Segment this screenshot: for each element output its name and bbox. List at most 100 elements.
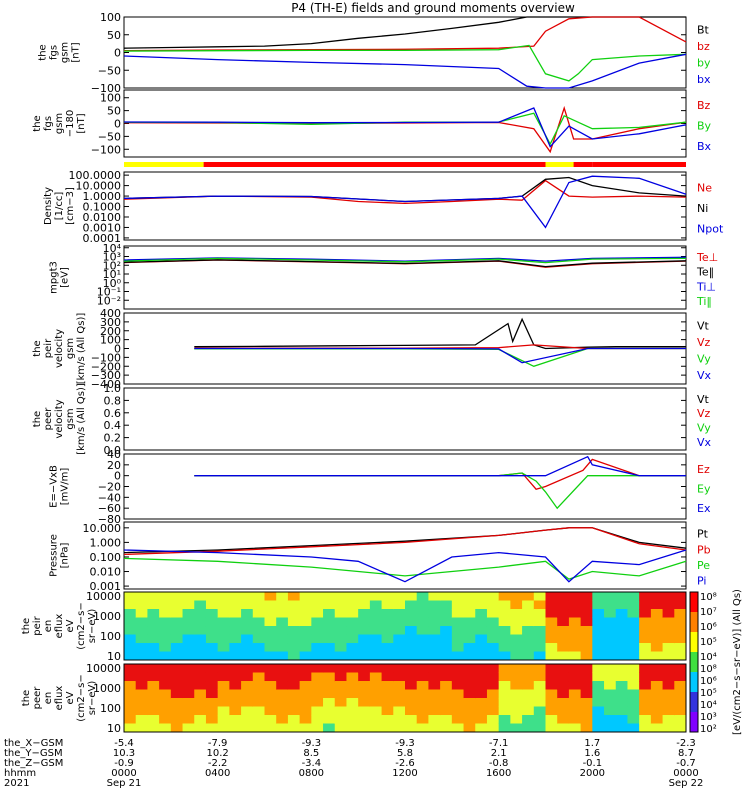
y-axis-label: [cm−3] — [65, 187, 76, 225]
spectrogram-cell — [522, 698, 535, 707]
spectrogram-cell — [486, 689, 500, 699]
spectrogram-cell — [311, 715, 324, 724]
spectrogram-cell — [615, 626, 628, 635]
y-tick-label: −100 — [91, 143, 121, 156]
spectrogram-cell — [592, 617, 605, 627]
spectrogram-cell — [568, 706, 582, 716]
spectrogram-cell — [182, 600, 195, 610]
spectrogram-cell — [229, 626, 242, 635]
spectrogram-cell — [650, 592, 664, 601]
axis-tick-value: 8.7 — [678, 748, 694, 759]
spectrogram-cell — [135, 609, 148, 618]
spectrogram-cell — [124, 715, 137, 724]
spectrogram-cell — [486, 600, 500, 610]
spectrogram-cell — [615, 698, 628, 707]
spectrogram-cell — [627, 626, 640, 635]
spectrogram-cell — [650, 698, 664, 707]
spectrogram-cell — [241, 634, 254, 644]
spectrogram-cell — [229, 698, 242, 707]
spectrogram-cell — [545, 609, 558, 618]
spectrogram-cell — [358, 600, 371, 610]
spectrogram-cell — [311, 681, 324, 690]
spectrogram-cell — [241, 706, 254, 716]
spectrogram-cell — [416, 600, 429, 610]
spectrogram-cell — [369, 672, 383, 682]
colorbar-tick-label: 10⁴ — [700, 700, 717, 711]
axis-row-label: the_Z−GSM — [4, 758, 63, 769]
spectrogram-cell — [674, 723, 687, 733]
spectrogram-cell — [522, 643, 535, 652]
axis-tick-value: -0.8 — [489, 758, 509, 769]
spectrogram-cell — [229, 715, 242, 724]
y-axis-label: eflux — [54, 614, 65, 639]
spectrogram-cell — [428, 600, 441, 610]
spectrogram-cell — [545, 698, 558, 707]
spectrogram-cell — [486, 698, 500, 707]
y-tick-label: 1000 — [93, 682, 121, 695]
legend-label: bx — [697, 73, 711, 86]
spectrogram-cell — [229, 723, 242, 733]
y-tick-label: 20 — [107, 459, 121, 472]
spectrogram-cell — [451, 672, 465, 682]
spectrogram-cell — [568, 672, 582, 682]
spectrogram-cell — [369, 689, 383, 699]
spectrogram-cell — [194, 617, 207, 627]
spectrogram-cell — [662, 626, 675, 635]
spectrogram-cell — [369, 651, 383, 661]
spectrogram-cell — [662, 609, 675, 618]
spectrogram-cell — [662, 723, 675, 733]
legend-label: Ez — [697, 463, 710, 476]
spectrogram-cell — [451, 681, 465, 690]
axis-tick-value: 2000 — [580, 768, 605, 779]
y-axis-label: en — [43, 620, 54, 633]
spectrogram-cell — [568, 643, 582, 652]
legend-label: Vy — [697, 422, 711, 435]
spectrogram-cell — [545, 706, 558, 716]
y-tick-label: 0.0100 — [83, 211, 122, 224]
spectrogram-cell — [557, 689, 570, 699]
spectrogram-cell — [393, 715, 406, 724]
spectrogram-cell — [241, 681, 254, 690]
spectrogram-cell — [405, 715, 418, 724]
spectrogram-cell — [287, 672, 301, 682]
spectrogram-cell — [604, 643, 617, 652]
spectrogram-cell — [147, 600, 160, 610]
spectrogram-cell — [229, 706, 242, 716]
spectrogram-cell — [475, 715, 488, 724]
spectrogram-cell — [147, 689, 160, 699]
spectrogram-cell — [194, 634, 207, 644]
spectrogram-cell — [650, 609, 664, 618]
spectrogram-cell — [533, 617, 546, 627]
spectrogram-cell — [405, 689, 418, 699]
spectrogram-cell — [440, 592, 453, 601]
spectrogram-cell — [334, 672, 347, 682]
spectrogram-cell — [650, 681, 664, 690]
spectrogram-cell — [323, 681, 336, 690]
spectrogram-cell — [205, 664, 219, 673]
spectrogram-cell — [147, 617, 160, 627]
spectrogram-cell — [287, 643, 301, 652]
axis-tick-value: 10.2 — [207, 748, 229, 759]
spectrogram-cell — [241, 698, 254, 707]
spectrogram-cell — [334, 706, 347, 716]
colorbar-tick-label: 10⁶ — [700, 676, 717, 687]
spectrogram-cell — [486, 592, 500, 601]
y-axis-label: sr−eV) — [87, 609, 98, 644]
spectrogram-cell — [135, 672, 148, 682]
spectrogram-cell — [440, 681, 453, 690]
spectrogram-cell — [639, 600, 652, 610]
spectrogram-cell — [276, 672, 289, 682]
spectrogram-cell — [580, 643, 593, 652]
spectrogram-cell — [604, 715, 617, 724]
spectrogram-cell — [533, 689, 546, 699]
spectrogram-cell — [323, 592, 336, 601]
y-tick-label: 10.0000 — [76, 180, 122, 193]
spectrogram-cell — [592, 626, 605, 635]
spectrogram-cell — [522, 634, 535, 644]
spectrogram-cell — [510, 681, 523, 690]
spectrogram-cell — [498, 723, 511, 733]
spectrogram-cell — [229, 592, 242, 601]
spectrogram-cell — [229, 600, 242, 610]
axis-tick-value: 1.6 — [584, 748, 600, 759]
spectrogram-cell — [522, 664, 535, 673]
